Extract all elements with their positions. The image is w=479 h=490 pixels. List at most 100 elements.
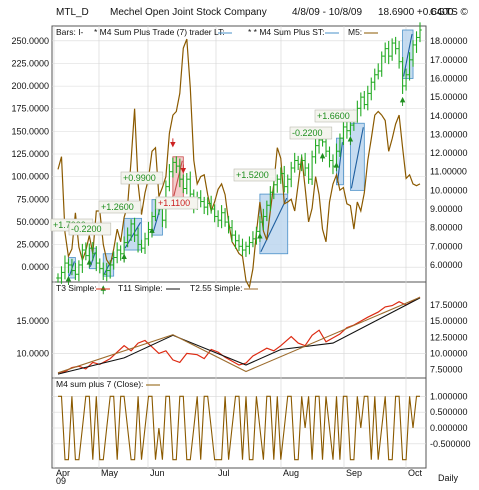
green-up-arrow: [86, 259, 93, 269]
t-y-tick-right: 15.00000: [430, 316, 468, 326]
price-y-tick-right: 15.00000: [430, 92, 468, 102]
osc-y-tick-right: 1.000000: [430, 391, 468, 401]
price-bar: [296, 155, 300, 171]
x-tick-label: Aug: [283, 468, 299, 478]
t-lines-legend: T3 Simple: T11 Simple: T2.55 Simple:: [56, 283, 258, 293]
price-bar: [275, 174, 280, 193]
trade-label-text: +1.5200: [236, 170, 269, 180]
price-bar: [118, 245, 123, 261]
price-y-tick-left: 25.0000: [16, 240, 49, 250]
x-tick-label: Oct: [408, 468, 423, 478]
legend-t255: T2.55 Simple:: [190, 283, 242, 293]
price-y-tick-right: 9.00000: [430, 204, 463, 214]
trade-label-text: +1.2600: [101, 202, 134, 212]
x-tick-label: Sep: [346, 468, 362, 478]
t255-simple-line: [57, 296, 421, 374]
price-bar: [348, 120, 353, 136]
price-bar: [345, 119, 349, 139]
trade-label-bg: [155, 196, 199, 210]
price-bar: [101, 262, 106, 281]
trade-label-text: -0.2200: [292, 128, 323, 138]
green-up-arrow: [121, 253, 127, 263]
price-bar: [59, 266, 64, 284]
t-y-tick-left: 10.0000: [16, 348, 49, 358]
last-price-change: 18.6900 +0.6400: [378, 7, 454, 18]
x-tick-label: Apr: [56, 468, 70, 478]
price-bar: [129, 219, 133, 241]
legend-st: * * M4 Sum Plus ST:: [248, 27, 325, 37]
date-range: 4/8/09 - 10/8/09: [292, 7, 362, 18]
trade-trendline: [260, 197, 288, 252]
price-bar: [178, 158, 182, 188]
price-bar: [188, 171, 193, 201]
t3-simple-line: [57, 296, 421, 374]
price-bar: [285, 174, 290, 194]
price-bar: [397, 41, 401, 69]
price-bar: [205, 197, 210, 216]
osc-y-tick-right: 0.000000: [430, 423, 468, 433]
green-up-arrow: [347, 136, 354, 146]
price-bar: [77, 260, 81, 282]
x-tick-label: May: [101, 468, 119, 478]
trade-label-text: -0.2200: [71, 224, 102, 234]
price-bar: [56, 273, 60, 283]
price-y-tick-left: 0.0000: [21, 262, 49, 272]
trade-label-bg: [289, 126, 333, 140]
price-bar: [216, 210, 220, 228]
price-bar: [282, 165, 287, 193]
price-bar: [63, 255, 67, 280]
x-tick-label: Jul: [218, 468, 230, 478]
price-legend: Bars: I- * M4 Sum Plus Trade (7) trader …: [56, 27, 378, 37]
price-y-tick-right: 16.00000: [430, 73, 468, 83]
red-down-arrow: [170, 138, 176, 148]
price-bar: [70, 258, 74, 276]
m4-sum-plus-path: [57, 38, 421, 289]
trade-label: +1.1100: [155, 196, 199, 210]
t-y-tick-right: 12.50000: [430, 332, 468, 342]
trade-label: +0.9900: [120, 171, 164, 185]
price-y-axis-left: 250.0000 225.0000 200.0000 175.0000 150.0000…: [11, 36, 49, 272]
price-bar: [181, 174, 186, 194]
green-up-arrow: [149, 227, 155, 237]
price-bars: [56, 22, 422, 284]
t-lines-y-axis-left: 15.0000 10.0000: [16, 316, 49, 358]
price-y-tick-right: 7.00000: [430, 241, 463, 251]
price-bar: [338, 133, 342, 157]
legend-t3: T3 Simple:: [56, 283, 97, 293]
price-y-tick-left: 50.0000: [16, 217, 49, 227]
price-bar: [268, 186, 273, 212]
price-bar: [292, 152, 297, 173]
price-bar: [212, 204, 217, 223]
price-bar: [400, 57, 405, 94]
price-bar: [84, 242, 88, 261]
price-bar: [369, 77, 374, 101]
price-y-tick-right: 12.00000: [430, 148, 468, 158]
legend-osc: M4 sum plus 7 (Close):: [56, 379, 143, 389]
price-bar: [136, 227, 140, 253]
green-up-arrow: [65, 275, 72, 285]
price-bar: [306, 163, 311, 184]
price-bar: [411, 40, 415, 67]
green-up-arrow: [100, 285, 106, 295]
price-bar: [226, 215, 231, 234]
red-down-arrow: [180, 164, 187, 174]
price-bar: [365, 85, 370, 111]
trade-label-bg: [120, 171, 164, 185]
price-bar: [111, 251, 116, 270]
price-bar: [146, 221, 151, 246]
price-bar: [299, 154, 304, 172]
price-bar: [379, 51, 384, 77]
price-y-tick-right: 10.00000: [430, 185, 468, 195]
price-y-tick-left: 225.0000: [11, 58, 49, 68]
t-lines-y-axis-right: 17.50000 15.00000 12.50000 10.00000 7.50000: [430, 300, 468, 375]
trade-label-text: +0.9900: [123, 173, 156, 183]
green-up-arrow: [399, 96, 406, 106]
price-y-axis-right: 18.00000 17.00000 16.00000 15.00000 14.00000…: [430, 36, 468, 270]
osc-y-tick-right: 0.500000: [430, 407, 468, 417]
price-bar: [80, 243, 85, 273]
legend-bars: Bars: I-: [56, 27, 84, 37]
oscillator-y-axis-right: 1.000000 0.500000 0.000000 -0.500000: [430, 391, 471, 449]
price-bar: [240, 238, 245, 256]
